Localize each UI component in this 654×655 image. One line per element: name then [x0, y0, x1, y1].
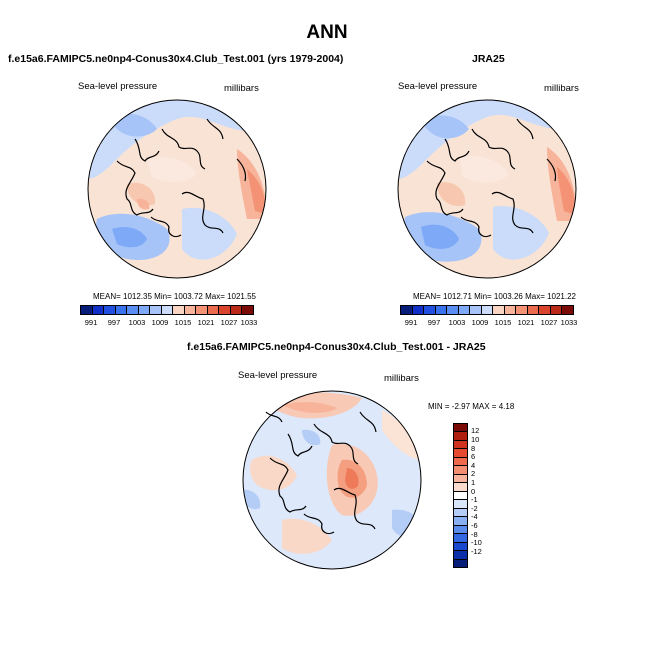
panel-1-tick: 1009: [151, 318, 169, 327]
colorbar-swatch: [161, 306, 174, 314]
colorbar-swatch: [150, 306, 162, 314]
panel-3-tick: -10: [471, 538, 482, 547]
panel-2-stats: MEAN= 1012.71 Min= 1003.26 Max= 1021.22: [413, 292, 576, 301]
colorbar-swatch: [454, 457, 467, 467]
panel-2-tick: 991: [404, 318, 418, 327]
colorbar-swatch: [481, 306, 494, 314]
panel-2-title: JRA25: [472, 53, 505, 65]
colorbar-swatch: [454, 534, 467, 543]
colorbar-swatch: [539, 306, 551, 314]
colorbar-swatch: [92, 306, 105, 314]
panel-3-tick: 0: [471, 487, 476, 496]
panel-3-tick: 12: [471, 426, 480, 435]
panel-3-tick: 1: [471, 478, 476, 487]
colorbar-swatch: [454, 424, 467, 433]
colorbar-swatch: [104, 306, 116, 314]
colorbar-swatch: [516, 306, 528, 314]
panel-1-tick: 1033: [240, 318, 258, 327]
colorbar-swatch: [412, 306, 425, 314]
colorbar-swatch: [454, 440, 467, 450]
colorbar-swatch: [454, 551, 467, 560]
colorbar-swatch: [458, 306, 471, 314]
panel-2-tick: 1021: [517, 318, 535, 327]
panel-3-tick: -4: [471, 512, 478, 521]
panel-3-colorbar: [453, 423, 468, 568]
panel-2-polar-map: [397, 99, 577, 279]
panel-1-tick: 1003: [128, 318, 146, 327]
panel-3-minmax: MIN = -2.97 MAX = 4.18: [428, 402, 515, 411]
colorbar-swatch: [504, 306, 517, 314]
panel-2-units-label: millibars: [544, 83, 579, 94]
colorbar-swatch: [196, 306, 208, 314]
panel-2-tick: 1027: [540, 318, 558, 327]
colorbar-swatch: [550, 306, 563, 314]
colorbar-swatch: [454, 449, 467, 458]
panel-3-title: f.e15a6.FAMIPC5.ne0np4-Conus30x4.Club_Te…: [187, 341, 486, 353]
panel-3-variable-label: Sea-level pressure: [238, 370, 318, 381]
panel-2-tick: 1009: [471, 318, 489, 327]
colorbar-swatch: [493, 306, 505, 314]
panel-1-tick: 991: [84, 318, 98, 327]
panel-2-tick: 997: [427, 318, 441, 327]
colorbar-swatch: [454, 525, 467, 535]
colorbar-swatch: [454, 517, 467, 526]
colorbar-swatch: [454, 559, 467, 567]
panel-1-tick: 997: [107, 318, 121, 327]
panel-3-tick: -8: [471, 530, 478, 539]
panel-2-colorbar: [400, 305, 574, 315]
colorbar-swatch: [242, 306, 253, 314]
panel-1-tick: 1015: [174, 318, 192, 327]
panel-3-tick: 2: [471, 469, 476, 478]
panel-3-polar-map: [242, 390, 422, 570]
panel-1-colorbar: [80, 305, 254, 315]
panel-2-tick: 1003: [448, 318, 466, 327]
colorbar-swatch: [401, 306, 413, 314]
panel-1-units-label: millibars: [224, 83, 259, 94]
colorbar-swatch: [454, 508, 467, 518]
colorbar-swatch: [127, 306, 139, 314]
colorbar-swatch: [230, 306, 243, 314]
panel-3-tick: -1: [471, 495, 478, 504]
colorbar-swatch: [173, 306, 185, 314]
colorbar-swatch: [138, 306, 151, 314]
colorbar-swatch: [454, 432, 467, 441]
panel-3-units-label: millibars: [384, 373, 419, 384]
colorbar-swatch: [435, 306, 448, 314]
colorbar-swatch: [454, 483, 467, 492]
colorbar-swatch: [454, 500, 467, 509]
panel-1-title: f.e15a6.FAMIPC5.ne0np4-Conus30x4.Club_Te…: [8, 53, 344, 65]
panel-3-tick: 4: [471, 461, 476, 470]
panel-2-variable-label: Sea-level pressure: [398, 81, 478, 92]
panel-3-tick: 6: [471, 452, 476, 461]
colorbar-swatch: [207, 306, 220, 314]
panel-1-polar-map: [87, 99, 267, 279]
panel-1-tick: 1027: [220, 318, 238, 327]
colorbar-swatch: [454, 474, 467, 484]
colorbar-swatch: [454, 542, 467, 552]
panel-1-tick: 1021: [197, 318, 215, 327]
colorbar-swatch: [115, 306, 128, 314]
colorbar-swatch: [81, 306, 93, 314]
panel-3-tick: -2: [471, 504, 478, 513]
colorbar-swatch: [447, 306, 459, 314]
colorbar-swatch: [219, 306, 231, 314]
panel-1-variable-label: Sea-level pressure: [78, 81, 158, 92]
colorbar-swatch: [184, 306, 197, 314]
colorbar-swatch: [470, 306, 482, 314]
colorbar-swatch: [424, 306, 436, 314]
colorbar-swatch: [527, 306, 540, 314]
panel-3-tick: -6: [471, 521, 478, 530]
colorbar-swatch: [562, 306, 573, 314]
panel-3-tick: 8: [471, 444, 476, 453]
panel-3-tick: -12: [471, 547, 482, 556]
figure-title: ANN: [306, 22, 348, 43]
panel-2-tick: 1015: [494, 318, 512, 327]
colorbar-swatch: [454, 491, 467, 501]
panel-1-stats: MEAN= 1012.35 Min= 1003.72 Max= 1021.55: [93, 292, 256, 301]
colorbar-swatch: [454, 466, 467, 475]
panel-3-tick: 10: [471, 435, 480, 444]
panel-2-tick: 1033: [560, 318, 578, 327]
